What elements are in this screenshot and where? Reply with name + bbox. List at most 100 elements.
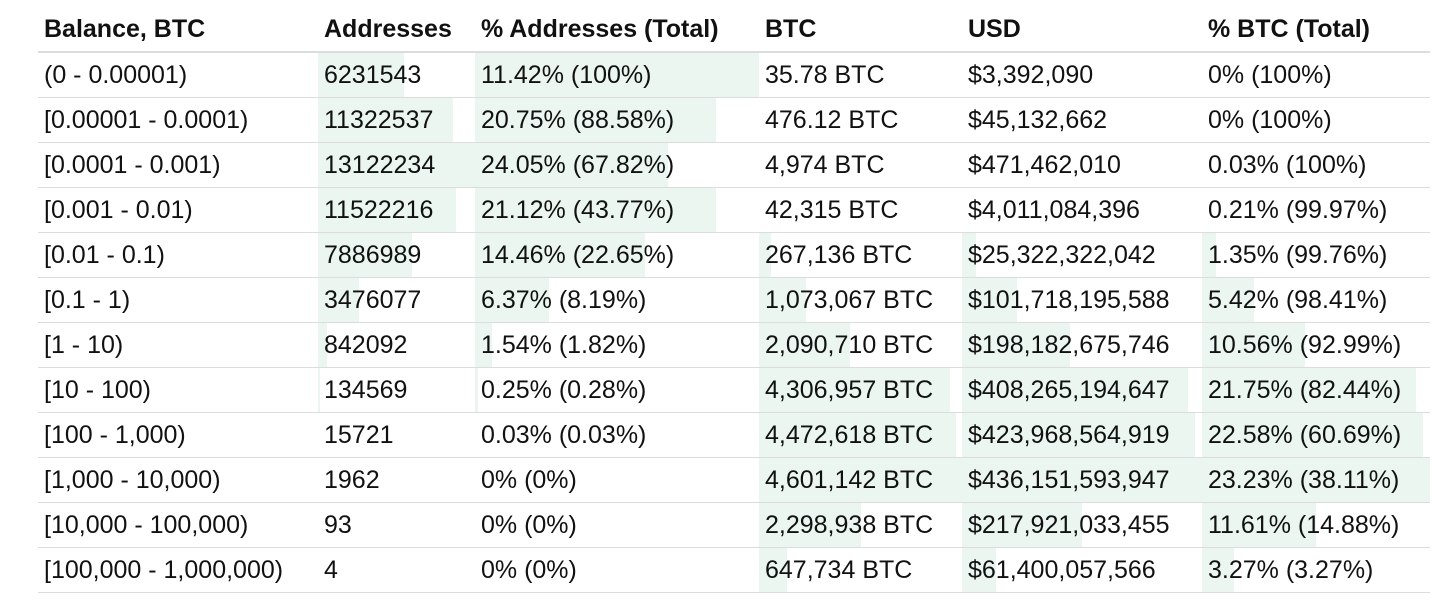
cell-text: 4,306,957 BTC — [765, 375, 934, 404]
pct-addresses-cell: 24.05% (67.82%) — [475, 142, 759, 188]
distribution-bar — [318, 53, 405, 97]
btc-cell: 4,306,957 BTC — [759, 367, 962, 413]
cell-text: [0.1 - 1) — [44, 285, 131, 314]
cell-text: 0.03% (0.03%) — [481, 420, 647, 449]
cell-text: 24.05% (67.82%) — [481, 150, 675, 179]
addresses-cell: 13122234 — [318, 142, 475, 188]
usd-cell: $198,182,675,746 — [962, 322, 1202, 368]
addresses-cell: 134569 — [318, 367, 475, 413]
usd-cell: $3,392,090 — [962, 52, 1202, 98]
cell-text: 11.61% (14.88%) — [1208, 510, 1400, 539]
pct-addresses-cell: 0% (0%) — [475, 457, 759, 503]
table-row: [0.1 - 1) 3476077 6.37% (8.19%) 1,073,067 B… — [38, 277, 1430, 323]
distribution-bar — [1202, 458, 1430, 502]
cell-text: 23.23% (38.11%) — [1208, 465, 1400, 494]
cell-text: [100 - 1,000) — [44, 420, 186, 449]
pct-btc-cell: 5.42% (98.41%) — [1202, 277, 1430, 323]
cell-text: 5.42% (98.41%) — [1208, 285, 1388, 314]
distribution-bar — [475, 53, 759, 97]
addresses-cell: 11522216 — [318, 187, 475, 233]
distribution-bar — [962, 323, 1070, 367]
cell-text: 20.75% (88.58%) — [481, 105, 675, 134]
cell-text: 2,298,938 BTC — [765, 510, 934, 539]
balance-range-cell: (0 - 0.00001) — [38, 52, 318, 98]
cell-text: $408,265,194,647 — [968, 375, 1170, 404]
cell-text: $61,400,057,566 — [968, 555, 1156, 584]
addresses-cell: 11322537 — [318, 97, 475, 143]
header-pct-addresses: % Addresses (Total) — [475, 7, 759, 53]
pct-addresses-cell: 21.12% (43.77%) — [475, 187, 759, 233]
cell-text: [0.001 - 0.01) — [44, 195, 193, 224]
cell-text: 842092 — [324, 330, 408, 359]
distribution-bar — [759, 233, 772, 277]
pct-btc-cell: 10.56% (92.99%) — [1202, 322, 1430, 368]
pct-addresses-cell: 20.75% (88.58%) — [475, 97, 759, 143]
distribution-bar — [475, 368, 478, 412]
cell-text: 42,315 BTC — [765, 195, 899, 224]
pct-btc-cell: 0% (100%) — [1202, 52, 1430, 98]
distribution-bar — [1202, 323, 1305, 367]
cell-text: 476.12 BTC — [765, 105, 899, 134]
pct-btc-cell: 11.61% (14.88%) — [1202, 502, 1430, 548]
cell-text: $423,968,564,919 — [968, 420, 1170, 449]
pct-addresses-cell: 11.42% (100%) — [475, 52, 759, 98]
cell-text: $198,182,675,746 — [968, 330, 1170, 359]
pct-btc-cell: 22.58% (60.69%) — [1202, 412, 1430, 458]
usd-cell: $436,151,593,947 — [962, 457, 1202, 503]
cell-text: 15721 — [324, 420, 394, 449]
table-body: (0 - 0.00001) 6231543 11.42% (100%) 35.78 B… — [38, 52, 1430, 593]
cell-text: $217,921,033,455 — [968, 510, 1170, 539]
addresses-cell: 3476077 — [318, 277, 475, 323]
cell-text: [0.01 - 0.1) — [44, 240, 165, 269]
btc-cell: 267,136 BTC — [759, 232, 962, 278]
cell-text: 6231543 — [324, 60, 422, 89]
pct-btc-cell: 0.21% (99.97%) — [1202, 187, 1430, 233]
cell-text: $45,132,662 — [968, 105, 1108, 134]
table-row: [100,000 - 1,000,000) 4 0% (0%) 647,734 BTC… — [38, 547, 1430, 593]
cell-text: $471,462,010 — [968, 150, 1121, 179]
distribution-bar — [759, 458, 962, 502]
cell-text: 14.46% (22.65%) — [481, 240, 675, 269]
cell-text: [10 - 100) — [44, 375, 152, 404]
btc-cell: 4,601,142 BTC — [759, 457, 962, 503]
cell-text: [1 - 10) — [44, 330, 124, 359]
distribution-bar — [318, 98, 454, 142]
btc-cell: 4,974 BTC — [759, 142, 962, 188]
cell-text: 3476077 — [324, 285, 422, 314]
distribution-bar — [759, 323, 851, 367]
pct-addresses-cell: 0% (0%) — [475, 502, 759, 548]
table-row: [10 - 100) 134569 0.25% (0.28%) 4,306,957 B… — [38, 367, 1430, 413]
distribution-bar — [475, 278, 549, 322]
cell-text: 1.35% (99.76%) — [1208, 240, 1388, 269]
balance-range-cell: [0.01 - 0.1) — [38, 232, 318, 278]
usd-cell: $4,011,084,396 — [962, 187, 1202, 233]
cell-text: 647,734 BTC — [765, 555, 913, 584]
distribution-bar — [962, 548, 996, 592]
cell-text: 0.03% (100%) — [1208, 150, 1367, 179]
cell-text: 4,472,618 BTC — [765, 420, 934, 449]
cell-text: 134569 — [324, 375, 408, 404]
cell-text: 0.25% (0.28%) — [481, 375, 647, 404]
btc-cell: 42,315 BTC — [759, 187, 962, 233]
cell-text: 1.54% (1.82%) — [481, 330, 647, 359]
distribution-bar — [759, 548, 788, 592]
cell-text: 22.58% (60.69%) — [1208, 420, 1402, 449]
table-row: [10,000 - 100,000) 93 0% (0%) 2,298,938 BTC… — [38, 502, 1430, 548]
cell-text: 267,136 BTC — [765, 240, 913, 269]
cell-text: 1962 — [324, 465, 380, 494]
cell-text: 11.42% (100%) — [481, 60, 652, 89]
balance-range-cell: [1 - 10) — [38, 322, 318, 368]
pct-addresses-cell: 14.46% (22.65%) — [475, 232, 759, 278]
balance-range-cell: [0.00001 - 0.0001) — [38, 97, 318, 143]
distribution-bar — [962, 368, 1188, 412]
cell-text: [1,000 - 10,000) — [44, 465, 221, 494]
cell-text: [0.00001 - 0.0001) — [44, 105, 249, 134]
table-row: [0.00001 - 0.0001) 11322537 20.75% (88.58%… — [38, 97, 1430, 143]
cell-text: 0% (0%) — [481, 555, 577, 584]
distribution-bar — [318, 233, 413, 277]
pct-btc-cell: 0% (100%) — [1202, 97, 1430, 143]
pct-btc-cell: 1.35% (99.76%) — [1202, 232, 1430, 278]
pct-addresses-cell: 0.03% (0.03%) — [475, 412, 759, 458]
btc-cell: 2,298,938 BTC — [759, 502, 962, 548]
table-row: [100 - 1,000) 15721 0.03% (0.03%) 4,472,618… — [38, 412, 1430, 458]
